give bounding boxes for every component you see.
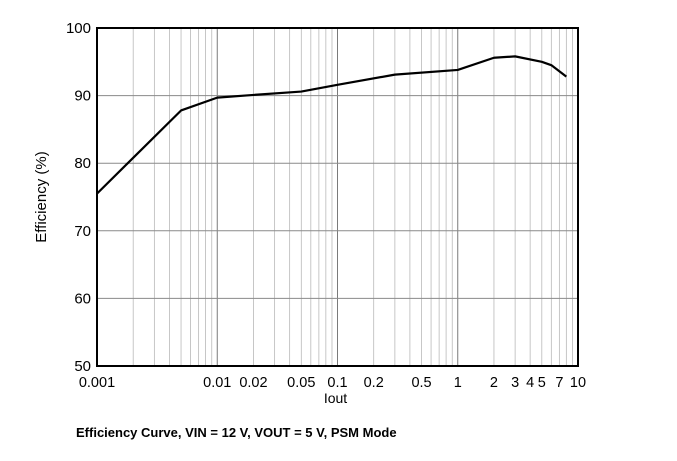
y-tick-label: 60 — [74, 290, 91, 307]
x-tick-label: 0.01 — [203, 375, 231, 391]
x-tick-label: 0.001 — [79, 375, 115, 391]
x-axis-label: Iout — [324, 390, 347, 406]
y-tick-label: 80 — [74, 155, 91, 172]
x-tick-label: 2 — [490, 375, 498, 391]
x-tick-label: 0.2 — [364, 375, 384, 391]
plot-frame — [96, 27, 579, 367]
x-tick-label: 4 — [526, 375, 534, 391]
y-tick-label: 90 — [74, 88, 91, 105]
y-tick-label: 70 — [74, 223, 91, 240]
x-tick-label: 3 — [511, 375, 519, 391]
efficiency-series-line — [96, 55, 568, 195]
x-tick-label: 7 — [555, 375, 563, 391]
x-tick-label: 10 — [570, 375, 586, 391]
minor-gridlines — [96, 28, 573, 366]
y-tick-label: 50 — [74, 358, 91, 375]
y-axis-label: Efficiency (%) — [33, 151, 50, 242]
x-tick-label: 0.1 — [327, 375, 347, 391]
y-tick-labels: 50 60 70 80 90 100 — [66, 20, 91, 375]
x-tick-label: 1 — [454, 375, 462, 391]
x-tick-labels: 0.001 0.01 0.02 0.05 0.1 0.2 0.5 1 2 3 4 5 7 10 — [79, 375, 586, 391]
figure-caption: Efficiency Curve, VIN = 12 V, VOUT = 5 V… — [76, 425, 397, 440]
x-tick-label: 0.02 — [239, 375, 267, 391]
x-tick-label: 5 — [538, 375, 546, 391]
y-tick-label: 100 — [66, 20, 91, 37]
x-tick-label: 0.5 — [411, 375, 431, 391]
x-tick-label: 0.05 — [287, 375, 315, 391]
